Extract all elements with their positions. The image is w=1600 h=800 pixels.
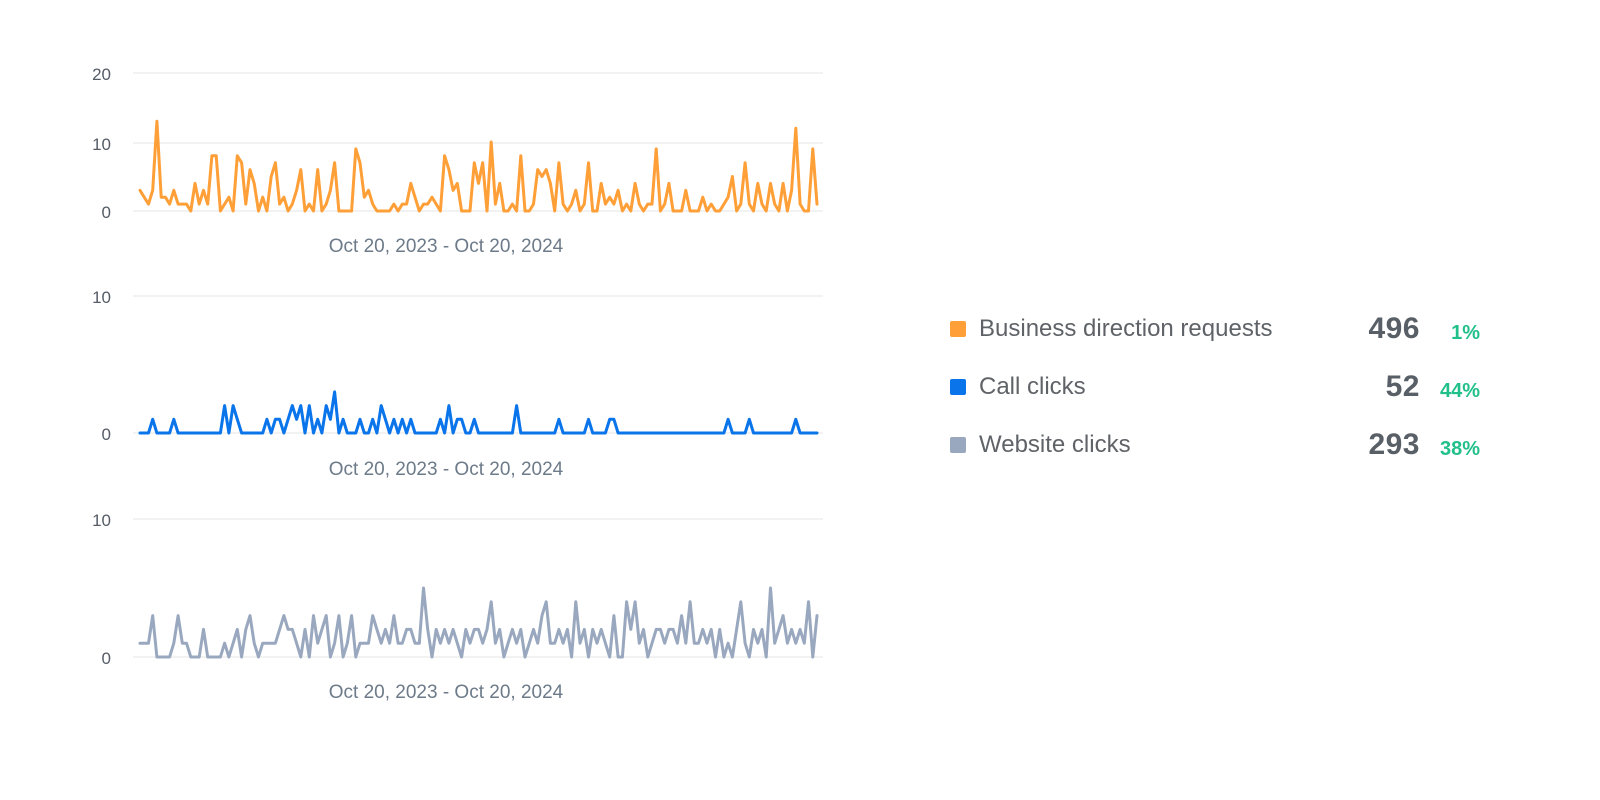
x-axis-date-range: Oct 20, 2023 - Oct 20, 2024 [329, 236, 564, 257]
series-line-business-direction-requests [138, 119, 819, 213]
series-line-website-clicks [138, 586, 819, 659]
legend: Business direction requests 496 1% Call … [950, 300, 1510, 474]
y-tick-label: 20 [92, 65, 111, 84]
chart-business-direction-requests: 20 10 0 Oct 20, 2023 - Oct 20, 2024 [92, 65, 823, 257]
legend-label: Website clicks [979, 431, 1131, 458]
x-axis-date-range: Oct 20, 2023 - Oct 20, 2024 [329, 682, 564, 703]
legend-change-percent: 44% [1439, 380, 1480, 402]
legend-swatch [950, 437, 966, 453]
legend-label: Business direction requests [979, 315, 1273, 342]
y-tick-label: 0 [102, 649, 111, 668]
series-line-call-clicks [138, 390, 819, 435]
legend-total-value: 496 [1368, 312, 1420, 345]
legend-total-value: 52 [1385, 370, 1420, 403]
chart-call-clicks: 10 0 Oct 20, 2023 - Oct 20, 2024 [92, 288, 823, 480]
legend-item-website-clicks[interactable]: Website clicks 293 38% [950, 416, 1510, 474]
y-tick-label: 0 [102, 203, 111, 222]
chart-website-clicks: 10 0 Oct 20, 2023 - Oct 20, 2024 [92, 511, 823, 703]
x-axis-date-range: Oct 20, 2023 - Oct 20, 2024 [329, 459, 564, 480]
legend-label: Call clicks [979, 373, 1086, 400]
legend-total-value: 293 [1368, 428, 1420, 461]
legend-change-percent: 1% [1451, 322, 1480, 344]
legend-change-percent: 38% [1439, 438, 1480, 460]
charts-area: 20 10 0 Oct 20, 2023 - Oct 20, 2024 10 0… [92, 65, 823, 703]
y-tick-label: 0 [102, 425, 111, 444]
legend-item-business-direction-requests[interactable]: Business direction requests 496 1% [950, 300, 1510, 358]
y-tick-label: 10 [92, 288, 111, 307]
y-tick-label: 10 [92, 511, 111, 530]
legend-item-call-clicks[interactable]: Call clicks 52 44% [950, 358, 1510, 416]
legend-swatch [950, 321, 966, 337]
legend-swatch [950, 379, 966, 395]
y-tick-label: 10 [92, 135, 111, 154]
